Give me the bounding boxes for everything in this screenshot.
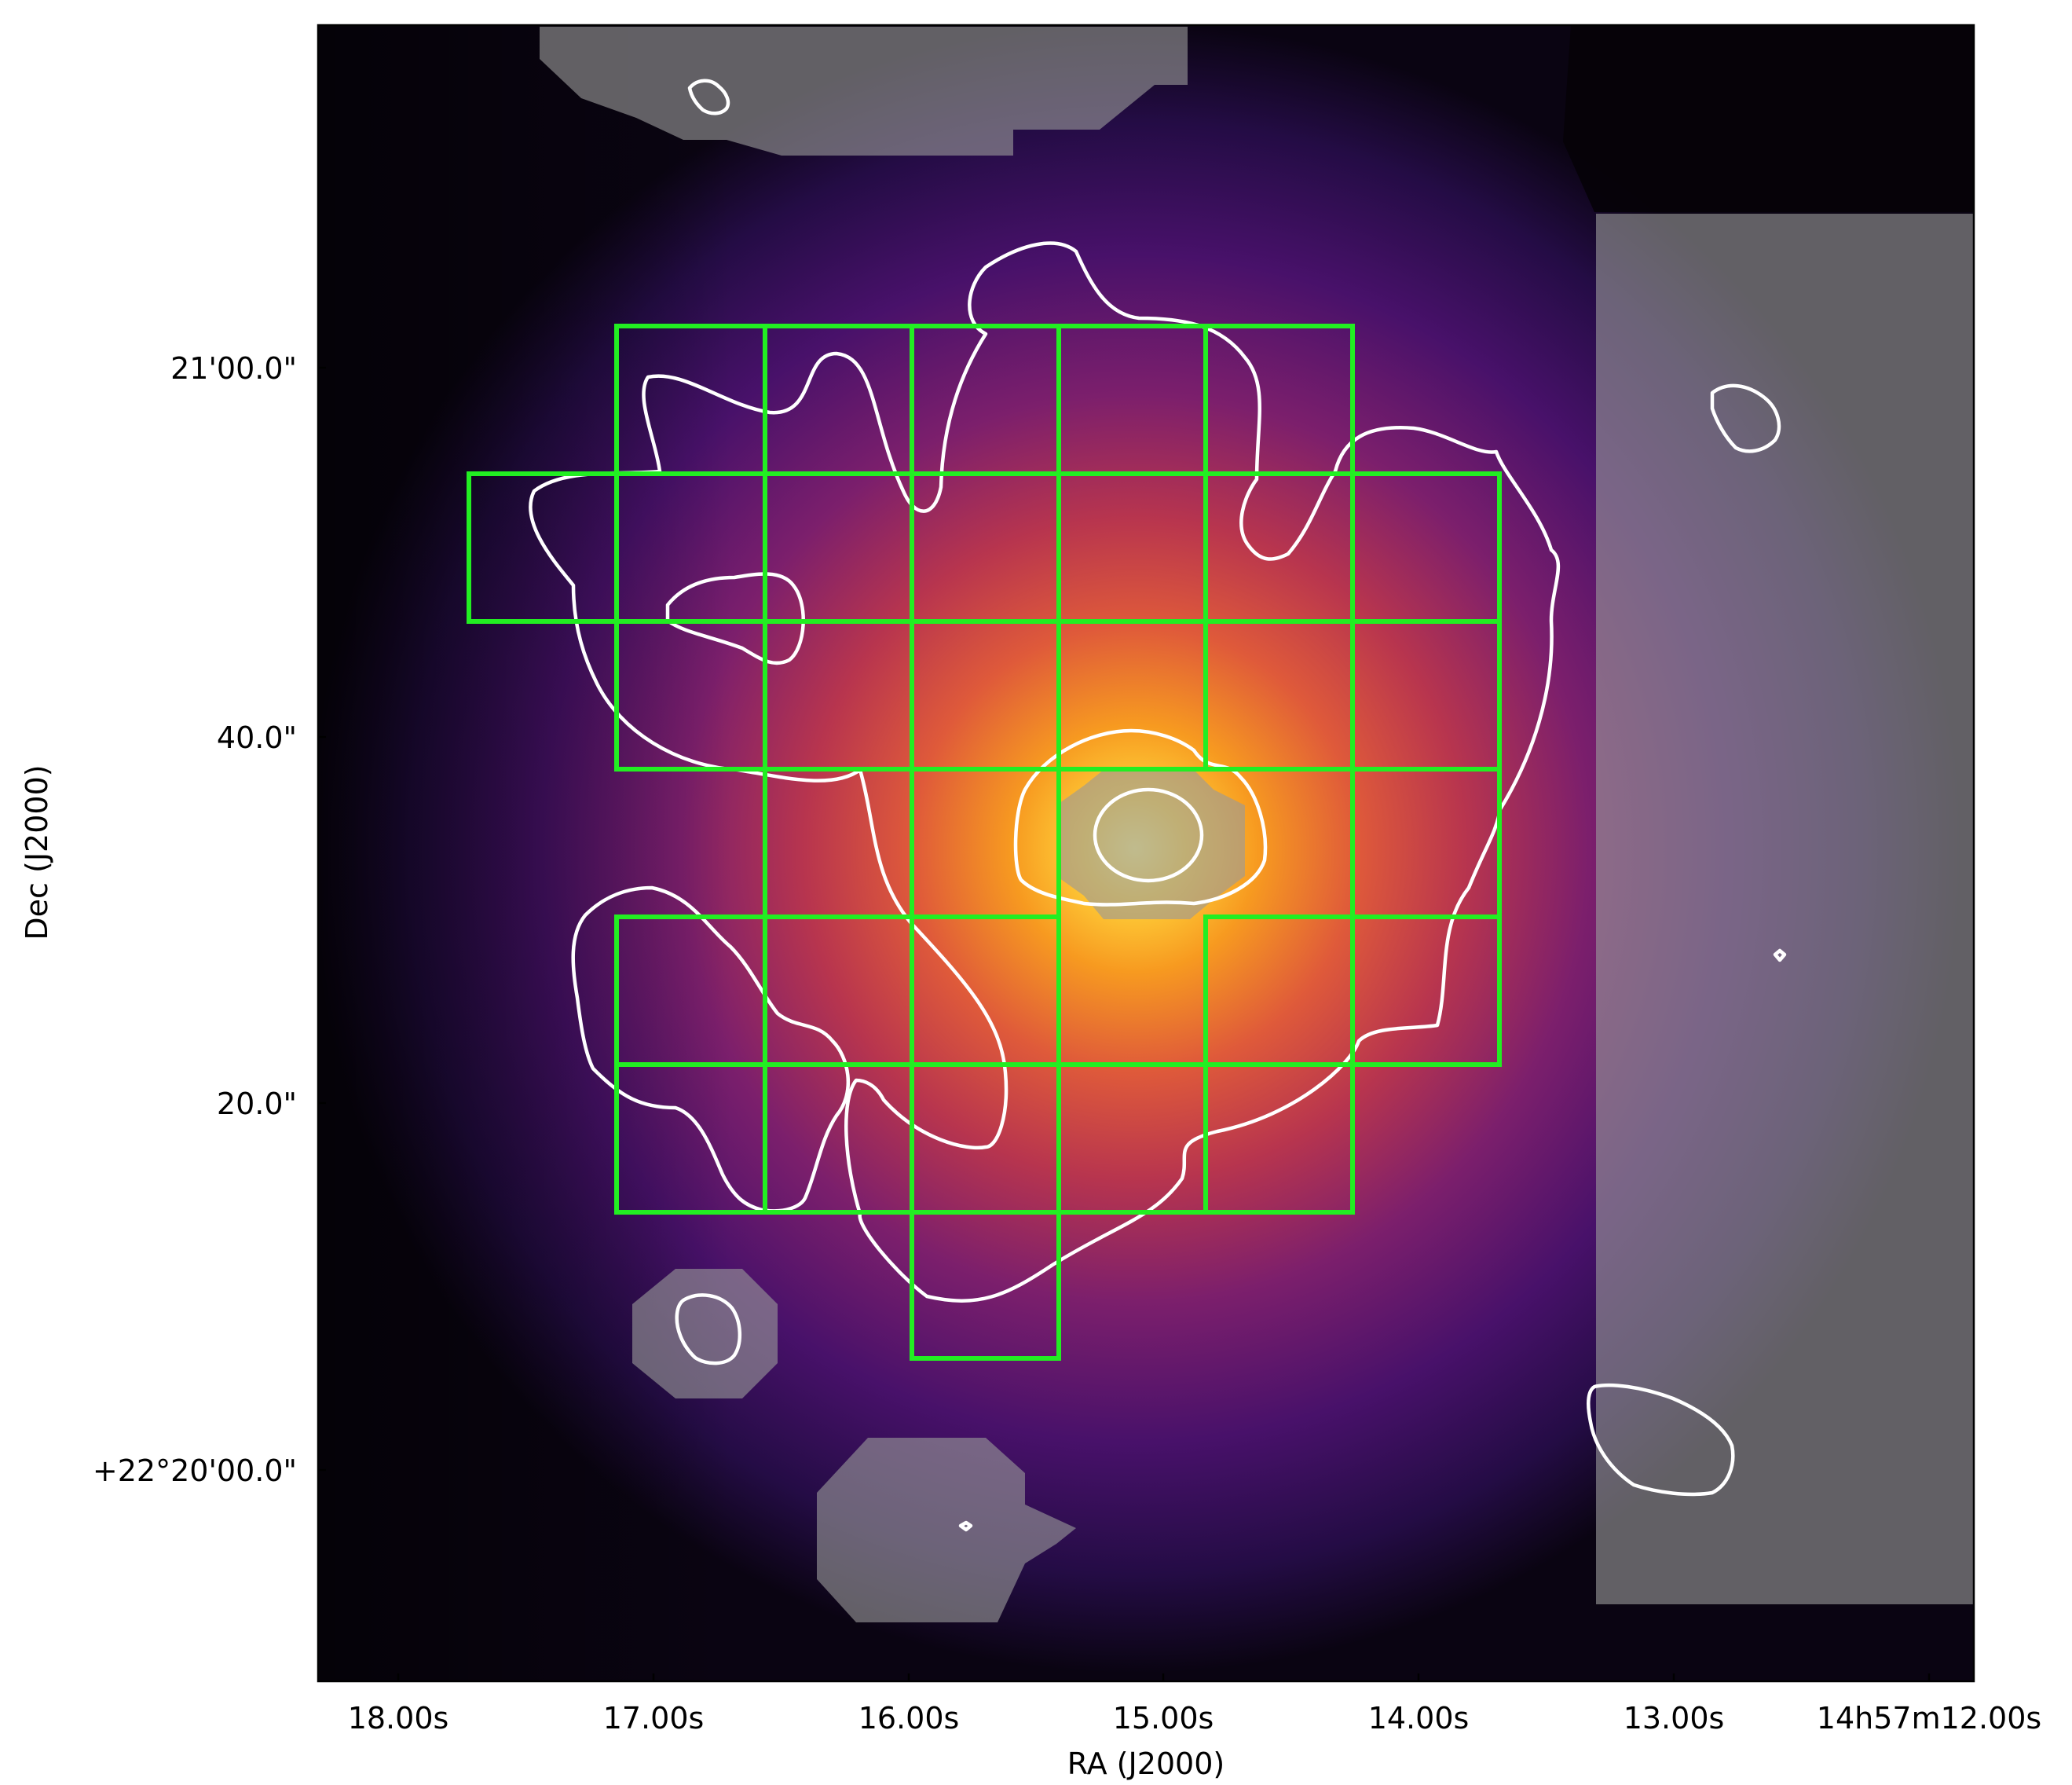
y-tick-label: 20.0" xyxy=(217,1087,297,1121)
x-tick-labels: 18.00s 17.00s 16.00s 15.00s 14.00s 13.00… xyxy=(348,1701,2042,1736)
x-tick-label: 14.00s xyxy=(1368,1701,1470,1736)
x-axis-title: RA (J2000) xyxy=(1067,1747,1225,1781)
mask-right-strip xyxy=(1596,214,1974,1604)
contour-inner-ring xyxy=(1013,728,1268,907)
x-tick-label: 14h57m12.00s xyxy=(1817,1701,2041,1736)
y-tick-label: +22°20'00.0" xyxy=(93,1453,297,1488)
x-tick-label: 13.00s xyxy=(1624,1701,1725,1736)
x-tick-label: 16.00s xyxy=(858,1701,960,1736)
x-axis xyxy=(397,1673,1931,1681)
contour-right-small xyxy=(1710,383,1781,453)
mask-bottom-center xyxy=(817,1438,1076,1622)
mask-top xyxy=(540,27,1188,156)
contours xyxy=(529,79,1787,1532)
plot-frame xyxy=(317,24,1975,1683)
y-axis xyxy=(318,366,326,1472)
y-tick-label: 40.0" xyxy=(217,720,297,755)
x-tick-label: 17.00s xyxy=(603,1701,705,1736)
y-tick-label: 21'00.0" xyxy=(170,351,297,386)
contour-lower-left-loop xyxy=(571,885,850,1213)
masked-regions xyxy=(540,27,1974,1622)
mask-small-bottom-left xyxy=(632,1269,778,1398)
mask-center xyxy=(1056,770,1245,919)
image-panel xyxy=(318,25,1974,1681)
x-tick-label: 18.00s xyxy=(348,1701,449,1736)
y-axis-title: Dec (J2000) xyxy=(20,764,54,940)
contour-core xyxy=(1093,787,1204,883)
contour-outer xyxy=(529,241,1561,1303)
contour-top-small xyxy=(687,79,730,115)
dark-corner-top-right xyxy=(1563,25,1974,212)
grid-box xyxy=(1203,1062,1355,1215)
y-tick-labels: 21'00.0" 40.0" 20.0" +22°20'00.0" xyxy=(93,351,297,1488)
contour-right-ellipse xyxy=(1587,1383,1735,1497)
contour-left-small xyxy=(675,1293,742,1365)
x-tick-label: 15.00s xyxy=(1113,1701,1214,1736)
contour-left-loop xyxy=(665,572,805,665)
grid-box xyxy=(910,1210,1061,1361)
grid-box xyxy=(1350,914,1502,1067)
contour-dot-right xyxy=(1773,948,1787,962)
contour-dot-bottom xyxy=(958,1520,973,1532)
grid-boxes xyxy=(467,324,1502,1361)
